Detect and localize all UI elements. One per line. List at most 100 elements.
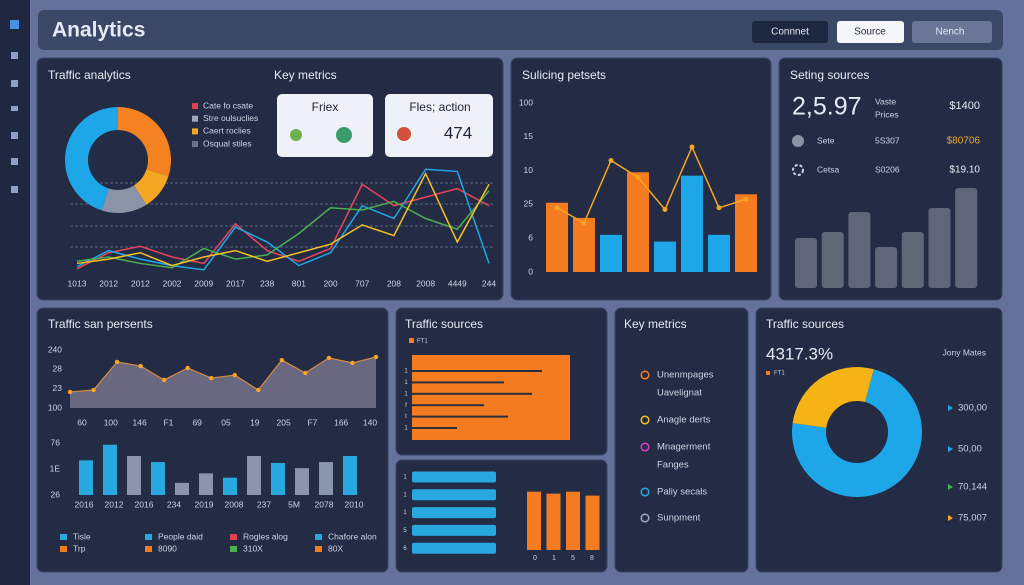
legend-label: Cate fo csate xyxy=(203,100,253,110)
row-name: Sete xyxy=(817,135,835,145)
line-point xyxy=(581,220,587,226)
button[interactable] xyxy=(912,21,992,43)
x-tick-label: 2019 xyxy=(195,499,214,509)
area-line xyxy=(69,356,377,393)
big-number: 2,5.97 xyxy=(792,93,862,121)
x-tick-label: 1 xyxy=(552,555,556,562)
y-tick-label: 6 xyxy=(403,546,407,552)
bar xyxy=(412,489,496,501)
y-tick-label: 1 xyxy=(403,510,407,516)
bar xyxy=(247,456,261,495)
x-tick-label: 5M xyxy=(288,499,300,509)
panel xyxy=(755,307,1003,573)
legend-label: 70,144 xyxy=(958,482,987,493)
legend-label: Rogles alog xyxy=(243,531,288,541)
bar xyxy=(585,495,600,550)
area-point xyxy=(114,359,120,365)
bar xyxy=(412,404,484,407)
x-tick-label: 200 xyxy=(323,278,337,288)
bar xyxy=(412,381,504,384)
page-title: Analytics xyxy=(52,19,145,42)
row-value: $80706 xyxy=(947,136,981,147)
area-point xyxy=(161,377,167,383)
donut-slice xyxy=(134,169,169,205)
line-series xyxy=(76,183,490,270)
bar xyxy=(199,473,213,495)
bar xyxy=(412,427,457,429)
icon xyxy=(336,127,352,143)
legend-label: FT1 xyxy=(417,339,428,345)
x-tick-label: 19 xyxy=(250,417,260,427)
status-ring xyxy=(640,513,650,523)
legend-swatch xyxy=(230,534,237,540)
bar xyxy=(708,234,730,272)
row-code: 5S307 xyxy=(875,135,900,145)
x-tick-label: 146 xyxy=(133,417,147,427)
area-point xyxy=(373,354,379,360)
legend-swatch xyxy=(315,534,322,540)
button-label[interactable]: Connnet xyxy=(771,27,809,38)
panel-title: Traffic san persents xyxy=(48,317,153,331)
x-tick-label: F7 xyxy=(307,417,317,427)
legend-swatch xyxy=(192,103,198,109)
legend-swatch xyxy=(192,115,198,122)
legend-label: Caert roclies xyxy=(203,126,251,136)
panel xyxy=(614,307,749,573)
x-tick-label: 140 xyxy=(363,417,377,427)
legend-swatch xyxy=(145,546,152,552)
x-tick-label: 166 xyxy=(334,417,348,427)
metric-card xyxy=(277,94,373,157)
button-label[interactable]: Source xyxy=(854,27,886,38)
button[interactable] xyxy=(752,21,828,43)
x-tick-label: 2016 xyxy=(75,499,94,509)
line-series xyxy=(76,171,490,267)
x-tick-label: 2009 xyxy=(194,278,213,288)
y-tick-label: 1 xyxy=(404,369,408,375)
y-tick-label: 1 xyxy=(403,475,407,481)
donut-slice xyxy=(792,369,923,497)
status-ring xyxy=(640,370,650,380)
bar xyxy=(295,468,309,495)
button-label[interactable]: Nench xyxy=(936,27,965,38)
legend-swatch xyxy=(230,546,237,552)
legend-swatch xyxy=(766,371,770,375)
y-tick-label: 1 xyxy=(404,391,408,397)
bar xyxy=(175,482,189,495)
x-tick-label: 60 xyxy=(77,417,87,427)
area-point xyxy=(232,372,237,378)
legend-swatch xyxy=(60,534,67,540)
metric-label: Sunpment xyxy=(657,513,701,524)
legend-marker xyxy=(948,446,953,452)
bar xyxy=(223,477,237,495)
line-point xyxy=(689,144,695,150)
legend-marker xyxy=(948,484,953,490)
area-point xyxy=(209,375,214,381)
x-tick-label: 2008 xyxy=(416,278,435,288)
x-tick-label: 237 xyxy=(257,499,271,509)
label: Vaste xyxy=(875,96,896,106)
line-point xyxy=(635,174,641,180)
bar xyxy=(412,507,496,519)
y-tick-label: 100 xyxy=(519,97,533,107)
row-value: $19.10 xyxy=(949,165,980,176)
bar xyxy=(412,471,496,483)
bar xyxy=(412,392,532,395)
metric-label: Paliy secals xyxy=(657,487,707,498)
panel-title: Traffic analytics xyxy=(48,68,131,82)
y-tick-label: 25 xyxy=(524,199,534,209)
button[interactable] xyxy=(837,21,904,43)
line-series xyxy=(76,190,490,269)
y-tick-label: 1 xyxy=(404,380,408,386)
y-tick-label: 28 xyxy=(53,364,63,374)
panel-title: Seting sources xyxy=(790,68,869,82)
bar xyxy=(901,232,924,288)
bar xyxy=(127,456,141,495)
area-point xyxy=(91,387,96,393)
legend-label: 75,007 xyxy=(958,513,987,524)
x-tick-label: 2002 xyxy=(163,278,182,288)
y-tick-label: 26 xyxy=(51,489,61,499)
amount: $1400 xyxy=(949,100,980,112)
legend-label: Tisle xyxy=(73,531,91,541)
legend-swatch xyxy=(192,141,198,148)
x-tick-label: 2078 xyxy=(315,499,334,509)
